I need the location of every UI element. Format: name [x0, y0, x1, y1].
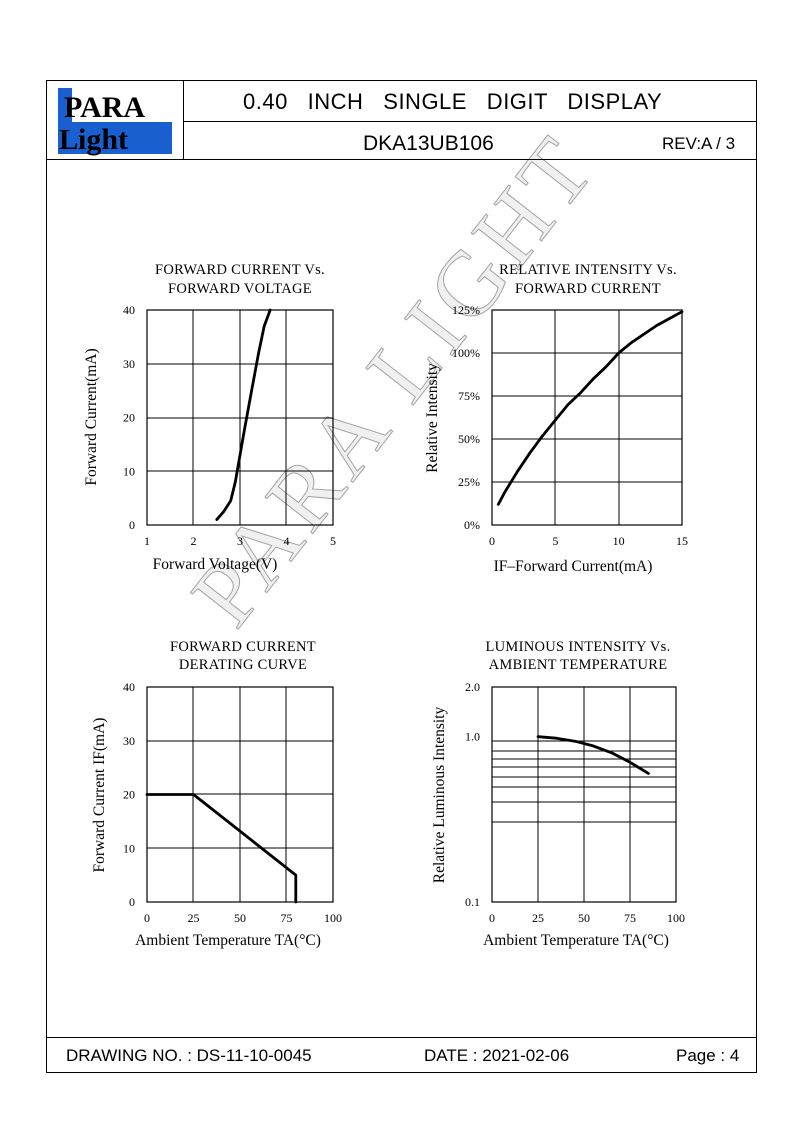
y-tick-label: 125% — [452, 303, 480, 317]
y-tick-label: 10 — [123, 841, 135, 855]
y-tick-label: 0 — [129, 518, 135, 532]
chart-title-line: FORWARD CURRENT Vs. — [155, 262, 325, 278]
chart-title-line: DERATING CURVE — [179, 657, 307, 673]
chart-title-line: FORWARD CURRENT — [170, 639, 316, 655]
x-axis-label: IF–Forward Current(mA) — [494, 558, 653, 575]
y-axis-label: Relative Intensity — [424, 363, 441, 473]
y-tick-label: 30 — [123, 734, 135, 748]
plot-frame — [146, 309, 334, 526]
series-line — [215, 308, 272, 521]
y-axis-label: Relative Luminous Intensity — [431, 707, 448, 884]
x-tick-label: 5 — [330, 534, 336, 548]
page-number: Page : 4 — [676, 1046, 740, 1065]
document-date: DATE : 2021-02-06 — [424, 1046, 570, 1065]
y-tick-label: 30 — [123, 357, 135, 371]
x-tick-label: 0 — [489, 534, 495, 548]
chart-title-line: LUMINOUS INTENSITY Vs. — [485, 639, 670, 655]
x-tick-label: 50 — [234, 911, 246, 925]
x-tick-label: 5 — [552, 534, 558, 548]
chart-title-line: FORWARD CURRENT — [515, 281, 661, 297]
chart-title-line: RELATIVE INTENSITY Vs. — [499, 262, 677, 278]
plot-frame — [491, 309, 683, 526]
x-tick-label: 0 — [489, 911, 495, 925]
chart-title-line: FORWARD VOLTAGE — [168, 281, 312, 297]
x-tick-label: 50 — [578, 911, 590, 925]
footer-top-line — [47, 1037, 756, 1038]
x-axis-label: Forward Voltage(V) — [153, 556, 278, 573]
logo-top-text: PARA — [64, 91, 145, 124]
x-tick-label: 25 — [188, 911, 200, 925]
y-tick-label: 0.1 — [465, 895, 480, 909]
page-frame — [46, 80, 757, 1073]
logo-cell — [47, 81, 184, 159]
x-tick-label: 75 — [281, 911, 293, 925]
y-tick-label: 10 — [123, 464, 135, 478]
x-tick-label: 1 — [144, 534, 150, 548]
y-tick-label: 0% — [464, 518, 480, 532]
x-tick-label: 100 — [324, 911, 342, 925]
chart-title-line: AMBIENT TEMPERATURE — [489, 657, 668, 673]
series-line — [496, 310, 684, 506]
x-tick-label: 75 — [624, 911, 636, 925]
header-bottom-line — [47, 159, 756, 160]
y-tick-label: 20 — [123, 788, 135, 802]
x-tick-label: 2 — [191, 534, 197, 548]
drawing-number: DRAWING NO. : DS-11-10-0045 — [66, 1046, 312, 1065]
x-tick-label: 10 — [613, 534, 625, 548]
y-axis-label: Forward Current(mA) — [83, 348, 100, 485]
x-axis-label: Ambient Temperature TA(°C) — [135, 932, 321, 949]
header-divider — [184, 121, 756, 122]
logo-l-letter: L — [59, 124, 78, 156]
y-tick-label: 40 — [123, 303, 135, 317]
y-tick-label: 40 — [123, 680, 135, 694]
company-logo: PARA L ight — [58, 88, 172, 156]
x-tick-label: 0 — [144, 911, 150, 925]
y-tick-label: 100% — [452, 346, 480, 360]
y-axis-label: Forward Current IF(mA) — [91, 718, 108, 873]
y-tick-label: 0 — [129, 895, 135, 909]
document-title: 0.40 INCH SINGLE DIGIT DISPLAY — [243, 89, 663, 114]
y-tick-label: 25% — [458, 475, 480, 489]
part-number: DKA13UB106 — [363, 132, 494, 155]
x-tick-label: 4 — [284, 534, 290, 548]
y-tick-label: 20 — [123, 411, 135, 425]
y-tick-label: 50% — [458, 432, 480, 446]
revision: REV:A / 3 — [662, 134, 736, 153]
y-tick-label: 2.0 — [465, 680, 480, 694]
series-line — [145, 793, 298, 904]
x-tick-label: 100 — [667, 911, 685, 925]
x-tick-label: 25 — [532, 911, 544, 925]
x-tick-label: 15 — [676, 534, 688, 548]
logo-bottom-text: ight — [78, 123, 128, 156]
logo-band — [58, 122, 172, 154]
x-axis-label: Ambient Temperature TA(°C) — [483, 932, 669, 949]
y-tick-label: 1.0 — [465, 730, 480, 744]
plot-frame — [491, 686, 677, 903]
y-tick-label: 75% — [458, 389, 480, 403]
series-line — [536, 735, 650, 775]
x-tick-label: 3 — [237, 534, 243, 548]
